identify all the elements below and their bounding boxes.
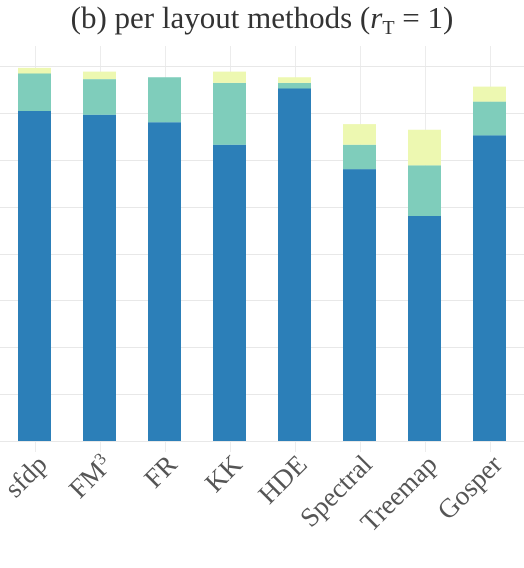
bar-segment-treemap-s2 [408,165,441,216]
bar-segment-spectral-s3 [343,124,376,145]
bar-segment-kk-s2 [213,82,246,145]
bar-segment-hde-s2 [278,82,311,89]
chart-title-variable: r [370,0,383,35]
chart-title-prefix: (b) per layout methods ( [70,0,371,35]
bar-segment-hde-s3 [278,77,311,83]
bar-segment-treemap-s1 [408,216,441,441]
x-tick-label-fm: FM3 [63,449,118,504]
x-tick-label-sfdp: sfdp [0,449,53,503]
x-tick-label-superscript: 3 [90,449,109,468]
bar-segment-sfdp-s2 [18,73,51,111]
bar-segment-fr-s1 [148,122,181,441]
bar-segment-gosper-s3 [473,86,506,102]
bar-stacks [18,67,506,441]
bar-segment-spectral-s2 [343,144,376,170]
bar-segment-kk-s1 [213,144,246,441]
bar-segment-fr-s2 [148,77,181,123]
chart-title: (b) per layout methods (rT = 1) [0,0,524,46]
x-tick-label-gosper: Gosper [431,449,507,525]
bar-segment-hde-s1 [278,88,311,441]
bar-segment-fm-s3 [83,71,116,80]
chart-title-suffix: = 1) [394,0,454,35]
bar-segment-sfdp-s3 [18,67,51,74]
bar-segment-gosper-s1 [473,135,506,441]
bar-segment-sfdp-s1 [18,111,51,441]
x-tick-label-kk: KK [199,449,248,498]
bar-segment-kk-s3 [213,71,246,83]
x-tick-label-fr: FR [138,449,183,494]
horizontal-gridlines [0,66,524,442]
x-tick-label-hde: HDE [252,449,312,509]
bar-segment-spectral-s1 [343,169,376,441]
bar-segment-fm-s2 [83,79,116,115]
bar-segment-fm-s1 [83,114,116,441]
chart-title-subscript: T [382,17,395,39]
bar-segment-gosper-s2 [473,101,506,136]
bar-segment-treemap-s3 [408,129,441,166]
